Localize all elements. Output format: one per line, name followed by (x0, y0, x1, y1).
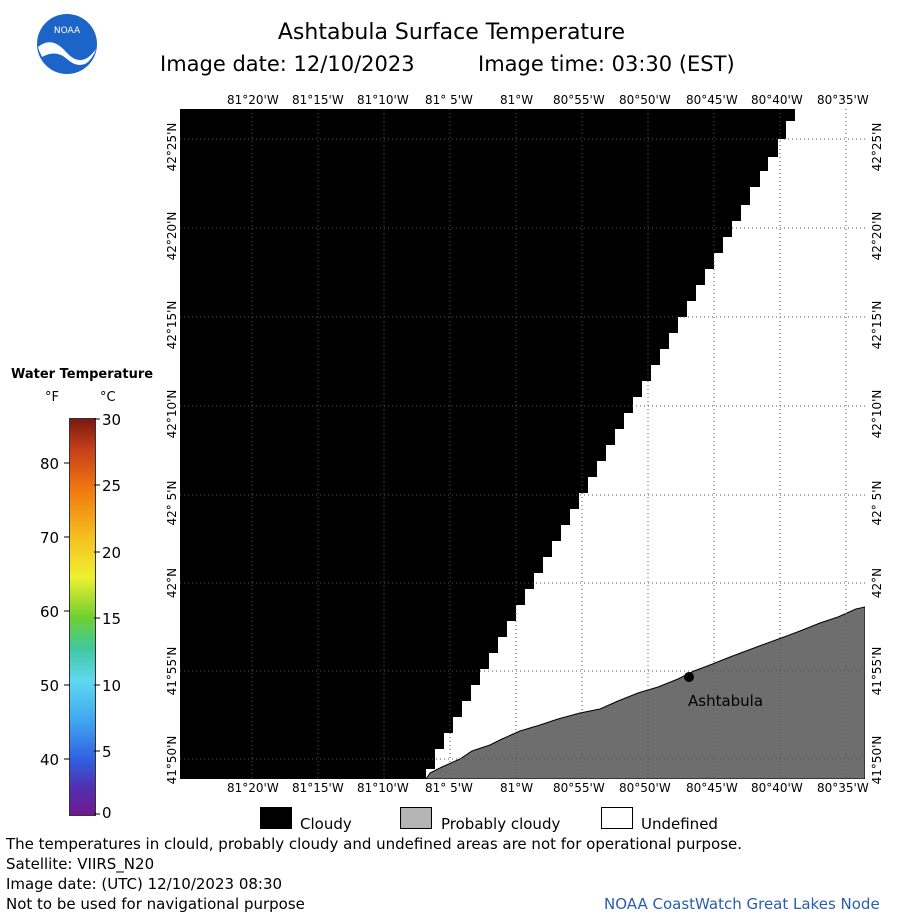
lon-label: 81°W (500, 781, 534, 795)
lon-label: 80°40'W (751, 93, 803, 107)
lon-label: 81°10'W (357, 93, 409, 107)
lon-label: 81°10'W (357, 781, 409, 795)
c-tick: 30 (102, 411, 122, 429)
lat-label: 41°50'N (165, 735, 179, 785)
lon-label: 80°50'W (619, 781, 671, 795)
lon-label: 81°20'W (227, 781, 279, 795)
lat-label: 42°25'N (870, 122, 884, 172)
lat-label: 42°20'N (870, 211, 884, 261)
unit-c: °C (100, 390, 116, 405)
lat-label: 42° 5'N (870, 480, 884, 526)
lat-label: 42°20'N (165, 211, 179, 261)
legend-swatch-cloudy (260, 807, 292, 829)
lon-label: 80°45'W (686, 781, 738, 795)
lon-label: 81°W (500, 93, 534, 107)
lon-label: 80°35'W (817, 781, 869, 795)
city-label: Ashtabula (688, 692, 763, 710)
lon-label: 81° 5'W (425, 781, 473, 795)
lon-label: 80°55'W (553, 781, 605, 795)
lat-label: 42°15'N (870, 300, 884, 350)
lat-label: 42°N (870, 567, 884, 599)
noaa-logo-icon: NOAA (37, 14, 97, 74)
c-tick: 15 (102, 610, 122, 628)
c-tick: 25 (102, 477, 122, 495)
colorbar-title: Water Temperature (11, 367, 154, 382)
page-title: Ashtabula Surface Temperature (277, 20, 626, 45)
f-tick: 50 (40, 677, 60, 695)
c-tick: 20 (102, 544, 122, 562)
lon-label: 80°45'W (686, 93, 738, 107)
lat-label: 42°10'N (165, 389, 179, 439)
footer-disclaimer: The temperatures in clould, probably clo… (6, 835, 743, 853)
lat-label: 42°10'N (870, 389, 884, 439)
map-area: Ashtabula (180, 109, 865, 779)
lat-label: 42°N (165, 567, 179, 599)
lat-label: 42°15'N (165, 300, 179, 350)
cloudy-region (180, 109, 795, 779)
lon-label: 81°15'W (292, 93, 344, 107)
colorbar-ticks (64, 418, 100, 815)
lon-label: 81° 5'W (425, 93, 473, 107)
lat-label: 42° 5'N (165, 480, 179, 526)
lat-label: 41°50'N (870, 735, 884, 785)
lon-label: 80°40'W (751, 781, 803, 795)
lon-label: 80°35'W (817, 93, 869, 107)
legend-swatch-undefined (601, 807, 633, 829)
c-tick: 10 (102, 677, 122, 695)
footer-satellite: Satellite: VIIRS_N20 (6, 855, 155, 873)
svg-text:NOAA: NOAA (54, 26, 81, 36)
f-tick: 80 (40, 455, 60, 473)
f-tick: 40 (40, 751, 60, 769)
footer-image-date: Image date: (UTC) 12/10/2023 08:30 (6, 875, 283, 893)
lon-label: 80°55'W (553, 93, 605, 107)
footer-credit: NOAA CoastWatch Great Lakes Node (604, 895, 880, 913)
f-tick: 70 (40, 529, 60, 547)
ashtabula-marker (684, 672, 694, 682)
c-tick: 0 (102, 804, 112, 822)
legend-label-probably-cloudy: Probably cloudy (441, 815, 561, 833)
image-time: Image time: 03:30 (EST) (478, 52, 735, 76)
lon-label: 80°50'W (619, 93, 671, 107)
image-date: Image date: 12/10/2023 (160, 52, 415, 76)
legend-swatch-probably-cloudy (400, 807, 432, 829)
lat-label: 42°25'N (165, 122, 179, 172)
unit-f: °F (45, 390, 59, 405)
land-area (425, 606, 865, 779)
legend-label-undefined: Undefined (641, 815, 718, 833)
noaa-logo: NOAA (36, 13, 98, 75)
footer-navigation-warning: Not to be used for navigational purpose (6, 895, 305, 913)
c-tick: 5 (102, 743, 112, 761)
lat-label: 41°55'N (870, 646, 884, 696)
f-tick: 60 (40, 603, 60, 621)
lon-label: 81°15'W (292, 781, 344, 795)
colorbar (69, 418, 96, 816)
legend-label-cloudy: Cloudy (300, 815, 352, 833)
lat-label: 41°55'N (165, 646, 179, 696)
lon-label: 81°20'W (227, 93, 279, 107)
